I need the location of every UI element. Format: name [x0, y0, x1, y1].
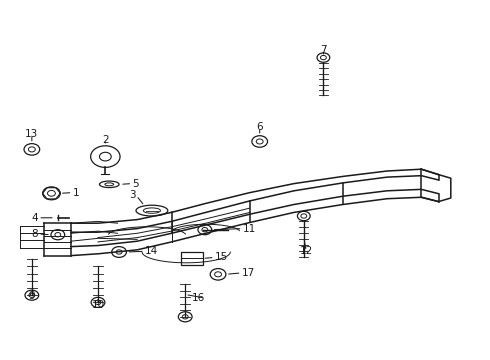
Text: 3: 3 — [129, 190, 136, 201]
Text: 1: 1 — [73, 188, 79, 198]
Text: 5: 5 — [132, 179, 139, 189]
Text: 17: 17 — [242, 268, 255, 278]
Text: 7: 7 — [320, 45, 327, 55]
Text: 16: 16 — [192, 293, 205, 303]
Text: 6: 6 — [256, 122, 263, 132]
Text: 9: 9 — [28, 291, 35, 301]
Text: 12: 12 — [299, 246, 313, 256]
Text: 11: 11 — [243, 224, 256, 234]
Text: 10: 10 — [92, 300, 104, 310]
Text: 14: 14 — [145, 246, 158, 256]
Text: 8: 8 — [31, 229, 38, 239]
Text: 15: 15 — [215, 252, 228, 262]
Text: 4: 4 — [31, 213, 38, 223]
Text: 13: 13 — [25, 129, 39, 139]
Text: 2: 2 — [102, 135, 109, 145]
